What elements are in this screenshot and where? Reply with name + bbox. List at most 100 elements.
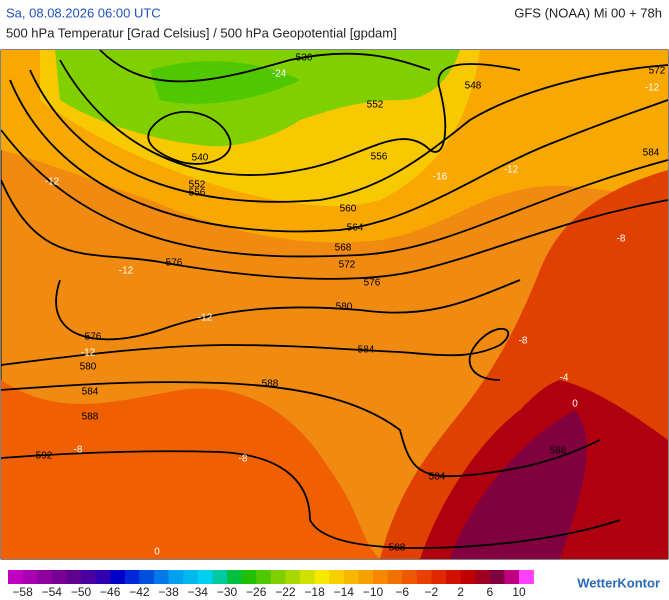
colorbar-swatch [358, 570, 374, 584]
colorbar-swatch [329, 570, 345, 584]
temperature-label: -8 [617, 234, 626, 245]
geopotential-label: 584 [429, 472, 446, 483]
hot-core [450, 410, 587, 559]
temperature-label: -12 [198, 313, 213, 324]
temperature-label: -8 [519, 336, 528, 347]
colorbar-label: −2 [425, 585, 439, 599]
subtitle: 500 hPa Temperatur [Grad Celsius] / 500 … [6, 25, 397, 40]
colorbar-swatch [373, 570, 388, 584]
colorbar-label: −10 [363, 585, 384, 599]
geopotential-label: 584 [358, 345, 375, 356]
colorbar-swatch [431, 570, 447, 584]
geopotential-label: 588 [82, 412, 99, 423]
colorbar-swatch [519, 570, 534, 584]
geopotential-label: 592 [36, 451, 53, 462]
colorbar-swatch [285, 570, 301, 584]
geopotential-label: 580 [80, 362, 97, 373]
colorbar-label: −26 [246, 585, 267, 599]
colorbar-swatch [81, 570, 96, 584]
colorbar-swatch [489, 570, 505, 584]
geopotential-label: 588 [389, 543, 406, 554]
geopotential-label: 572 [649, 66, 666, 77]
geopotential-label: 548 [465, 81, 482, 92]
colorbar-swatch [124, 570, 140, 584]
geopotential-label: 556 [189, 188, 206, 199]
colorbar-swatch [343, 570, 359, 584]
geopotential-label: 552 [367, 100, 384, 111]
temperature-label: -8 [239, 454, 248, 465]
colorbar-swatch [504, 570, 520, 584]
colorbar-label: −14 [334, 585, 355, 599]
colorbar-swatch [22, 570, 38, 584]
geopotential-label: 556 [371, 152, 388, 163]
colorbar-swatch [460, 570, 476, 584]
geopotential-label: 588 [550, 446, 567, 457]
colorbar-swatch [475, 570, 491, 584]
colorbar-swatch [197, 570, 213, 584]
colorbar-label: −6 [395, 585, 409, 599]
south-orange [1, 380, 380, 559]
colorbar-label: 10 [512, 585, 526, 599]
geopotential-label: 536 [296, 53, 313, 64]
geopotential-label: 576 [364, 278, 381, 289]
geopotential-label: 576 [85, 332, 102, 343]
temperature-label: -24 [272, 69, 287, 80]
colorbar-label: −42 [129, 585, 150, 599]
colorbar-swatch [446, 570, 461, 584]
geopotential-label: 564 [347, 223, 364, 234]
colorbar-label: −58 [12, 585, 33, 599]
temperature-label: -12 [45, 177, 60, 188]
colorbar-swatch [402, 570, 418, 584]
temperature-label: -8 [74, 445, 83, 456]
geopotential-label: 560 [340, 204, 357, 215]
colorbar-label: 6 [486, 585, 493, 599]
colorbar: −58 −54 −50 −46 −42 −38 −34 −30 −26 −22 −18 −14 −10−… [8, 570, 534, 599]
temperature-label: -16 [433, 172, 448, 183]
geopotential-label: 584 [82, 387, 99, 398]
colorbar-label: −34 [188, 585, 209, 599]
temperature-label: -12 [119, 266, 134, 277]
date: Sa, 08.08.2026 06:00 UTC [6, 5, 161, 20]
contour-lines [0, 49, 669, 549]
geopotential-label: 576 [166, 258, 183, 269]
colorbar-label: −38 [158, 585, 179, 599]
colorbar-swatch [256, 570, 272, 584]
colorbar-swatch [300, 570, 315, 584]
colorbar-swatch [212, 570, 228, 584]
geopotential-label: 552 [189, 180, 206, 191]
colorbar-label: −54 [42, 585, 63, 599]
colorbar-swatch [183, 570, 199, 584]
temperature-label: -12 [645, 83, 660, 94]
colorbar-swatch [416, 570, 432, 584]
colorbar-label: −22 [275, 585, 296, 599]
colorbar-label: −30 [217, 585, 238, 599]
colorbar-swatch [8, 570, 23, 584]
colorbar-swatch [387, 570, 403, 584]
colorbar-swatch [95, 570, 111, 584]
geopotential-label: 568 [335, 243, 352, 254]
brand: WetterKontor [577, 575, 660, 590]
temperature-label: 0 [154, 547, 160, 558]
colorbar-swatch [110, 570, 126, 584]
green-core [150, 61, 300, 104]
colorbar-swatch [227, 570, 242, 584]
temperature-label: -12 [504, 165, 519, 176]
colorbar-label: −50 [71, 585, 92, 599]
temperature-label: -4 [560, 373, 569, 384]
colorbar-swatch [241, 570, 257, 584]
colorbar-swatch [270, 570, 286, 584]
temperature-label: 0 [572, 399, 578, 410]
model: GFS (NOAA) Mi 00 + 78h [514, 5, 662, 20]
temperature-label: -12 [81, 348, 96, 359]
colorbar-swatch [168, 570, 184, 584]
colorbar-swatch [37, 570, 53, 584]
colorbar-swatch [154, 570, 169, 584]
colorbar-swatch [51, 570, 67, 584]
colorbar-label: 2 [457, 585, 464, 599]
colorbar-label: −46 [100, 585, 121, 599]
colorbar-label: −18 [304, 585, 325, 599]
geopotential-label: 540 [192, 153, 209, 164]
geopotential-label: 580 [336, 302, 353, 313]
